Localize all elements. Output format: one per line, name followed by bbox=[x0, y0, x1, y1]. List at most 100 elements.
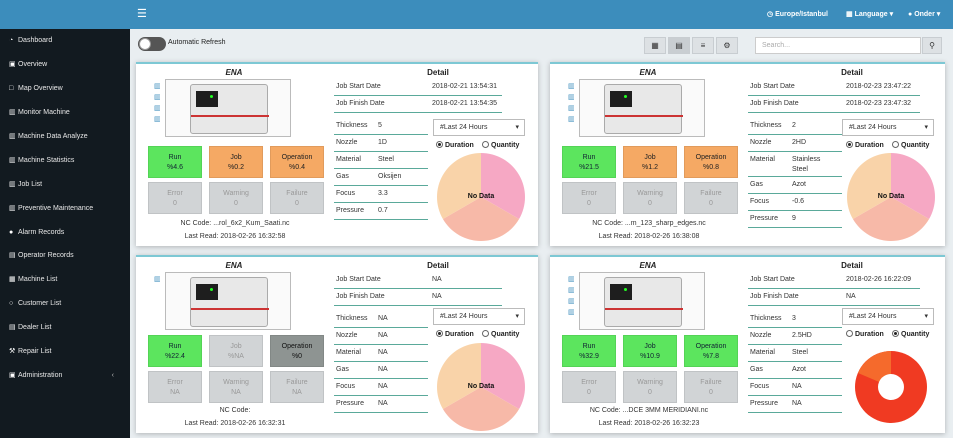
timezone-menu[interactable]: ◷ Europe/Istanbul bbox=[767, 11, 828, 18]
quantity-radio[interactable]: Quantity bbox=[892, 330, 929, 338]
quantity-radio[interactable]: Quantity bbox=[482, 330, 519, 338]
detail-row-job-finish: Job Finish Date NA bbox=[334, 289, 502, 306]
machine-image bbox=[165, 79, 291, 137]
sidebar-item-machine-data-analyze[interactable]: ▥ Machine Data Analyze bbox=[9, 131, 124, 143]
settings-view-button[interactable]: ⚙ bbox=[716, 37, 738, 54]
job-tile: Job %NA bbox=[209, 335, 263, 367]
top-navbar: ☰ ◷ Europe/Istanbul ▦ Language ▾ ● Onder… bbox=[0, 0, 953, 29]
machine-stripe bbox=[605, 115, 683, 117]
list-view-button[interactable]: ≡ bbox=[692, 37, 714, 54]
sidebar-item-customer-list[interactable]: ○ Customer List bbox=[9, 298, 124, 310]
sidebar-item-administration[interactable]: ▣ Administration ‹ bbox=[9, 370, 124, 382]
duration-label: Duration bbox=[855, 142, 884, 149]
machine-panel bbox=[610, 91, 632, 107]
detail-title: Detail bbox=[427, 261, 449, 270]
duration-radio[interactable]: Duration bbox=[846, 141, 884, 149]
chart-icon[interactable]: ▥ bbox=[154, 94, 161, 101]
sidebar-item-repair-list[interactable]: ⚒ Repair List bbox=[9, 346, 124, 358]
pie-slice-1 bbox=[481, 153, 525, 219]
duration-radio[interactable]: Duration bbox=[846, 330, 884, 338]
detail-value: NA bbox=[846, 293, 856, 300]
grid-view-button[interactable]: ▦ bbox=[644, 37, 666, 54]
map-icon: □ bbox=[9, 85, 14, 92]
period-select[interactable]: #Last 24 Hours ▾ bbox=[842, 119, 934, 136]
job-tile: Job %0.2 bbox=[209, 146, 263, 178]
chart-icon[interactable]: ▥ bbox=[568, 83, 575, 90]
detail-row-material: Material Stainless Steel bbox=[748, 152, 842, 177]
machine-card: ENA Detail ▥ Run %22.4 Job %NA Operation %0 Error… bbox=[136, 255, 538, 433]
hamburger-icon[interactable]: ☰ bbox=[137, 8, 147, 20]
detail-row-focus: Focus 3.3 bbox=[334, 186, 428, 203]
pie-slice-2 bbox=[442, 197, 520, 241]
sidebar-item-dealer-list[interactable]: ▤ Dealer List bbox=[9, 322, 124, 334]
sidebar-item-alarm-records[interactable]: ● Alarm Records bbox=[9, 227, 124, 239]
chart-icon[interactable]: ▥ bbox=[568, 309, 575, 316]
language-menu[interactable]: ▦ Language ▾ bbox=[846, 11, 894, 18]
period-select[interactable]: #Last 24 Hours ▾ bbox=[433, 308, 525, 325]
chart-icon[interactable]: ▥ bbox=[154, 116, 161, 123]
search-button[interactable]: ⚲ bbox=[922, 37, 942, 54]
sidebar-item-overview[interactable]: ▣ Overview bbox=[9, 59, 124, 71]
admin-icon: ▣ bbox=[9, 372, 16, 379]
duration-radio[interactable]: Duration bbox=[436, 141, 474, 149]
radio-dot bbox=[436, 141, 443, 148]
quantity-radio[interactable]: Quantity bbox=[892, 141, 929, 149]
job-label: Job bbox=[230, 154, 242, 161]
period-select-value: #Last 24 Hours bbox=[440, 124, 488, 131]
duration-radio[interactable]: Duration bbox=[436, 330, 474, 338]
chart-icon[interactable]: ▥ bbox=[568, 287, 575, 294]
machine-led bbox=[624, 288, 627, 291]
tile-view-button[interactable]: ▤ bbox=[668, 37, 690, 54]
detail-title: Detail bbox=[841, 68, 863, 77]
detail-row-focus: Focus -0.6 bbox=[748, 194, 842, 211]
detail-value: -0.6 bbox=[792, 198, 805, 205]
chart-icon: ▥ bbox=[9, 157, 16, 164]
operation-value: %0.8 bbox=[703, 164, 719, 171]
detail-key: Material bbox=[336, 156, 361, 163]
last-read: Last Read: 2018-02-26 16:32:31 bbox=[184, 420, 286, 427]
detail-key: Gas bbox=[750, 181, 763, 188]
chart-icon[interactable]: ▥ bbox=[154, 83, 161, 90]
sidebar-item-monitor-machine[interactable]: ▥ Monitor Machine bbox=[9, 107, 124, 119]
sidebar-item-map-overview[interactable]: □ Map Overview bbox=[9, 83, 124, 95]
sidebar-item-machine-list[interactable]: ▦ Machine List bbox=[9, 274, 124, 286]
sidebar-item-preventive-maintenance[interactable]: ▥ Preventive Maintenance bbox=[9, 203, 124, 215]
search-input[interactable]: Search... bbox=[755, 37, 921, 54]
machine-cabinet bbox=[604, 84, 683, 134]
detail-value: NA bbox=[378, 366, 388, 373]
chart-icon[interactable]: ▥ bbox=[154, 276, 161, 283]
sidebar-item-operator-records[interactable]: ▤ Operator Records bbox=[9, 250, 124, 262]
detail-row-material: Material Steel bbox=[334, 152, 428, 169]
detail-value: NA bbox=[792, 383, 802, 390]
warning-value: NA bbox=[231, 389, 241, 396]
failure-value: 0 bbox=[295, 200, 299, 207]
chart-icon[interactable]: ▥ bbox=[568, 116, 575, 123]
period-select[interactable]: #Last 24 Hours ▾ bbox=[433, 119, 525, 136]
chart-icon[interactable]: ▥ bbox=[568, 105, 575, 112]
detail-key: Thickness bbox=[750, 315, 782, 322]
sidebar-item-machine-statistics[interactable]: ▥ Machine Statistics bbox=[9, 155, 124, 167]
quantity-radio[interactable]: Quantity bbox=[482, 141, 519, 149]
status-pie-chart bbox=[437, 343, 525, 431]
grid-view-icon: ▦ bbox=[651, 41, 659, 50]
warning-tile: Warning NA bbox=[209, 371, 263, 403]
warning-label: Warning bbox=[223, 190, 249, 197]
chart-icon[interactable]: ▥ bbox=[568, 94, 575, 101]
auto-refresh-toggle[interactable] bbox=[138, 37, 166, 51]
chart-icon: ▥ bbox=[9, 109, 16, 116]
globe-icon: ○ bbox=[9, 300, 14, 307]
detail-key: Nozzle bbox=[750, 139, 772, 146]
chart-icon[interactable]: ▥ bbox=[568, 298, 575, 305]
pie-slice-2 bbox=[442, 387, 520, 431]
sidebar-item-job-list[interactable]: ▥ Job List bbox=[9, 179, 124, 191]
period-select[interactable]: #Last 24 Hours ▾ bbox=[842, 308, 934, 325]
failure-value: NA bbox=[292, 389, 302, 396]
chevron-down-icon: ▾ bbox=[924, 124, 928, 131]
sidebar-item-dashboard[interactable]: ◔ Dashboard bbox=[9, 35, 124, 47]
detail-row-job-start: Job Start Date NA bbox=[334, 272, 502, 289]
detail-key: Job Start Date bbox=[336, 83, 381, 90]
detail-value: 2018-02-23 23:47:22 bbox=[846, 83, 911, 90]
chart-icon[interactable]: ▥ bbox=[568, 276, 575, 283]
chart-icon[interactable]: ▥ bbox=[154, 105, 161, 112]
user-menu[interactable]: ● Onder ▾ bbox=[908, 11, 941, 18]
